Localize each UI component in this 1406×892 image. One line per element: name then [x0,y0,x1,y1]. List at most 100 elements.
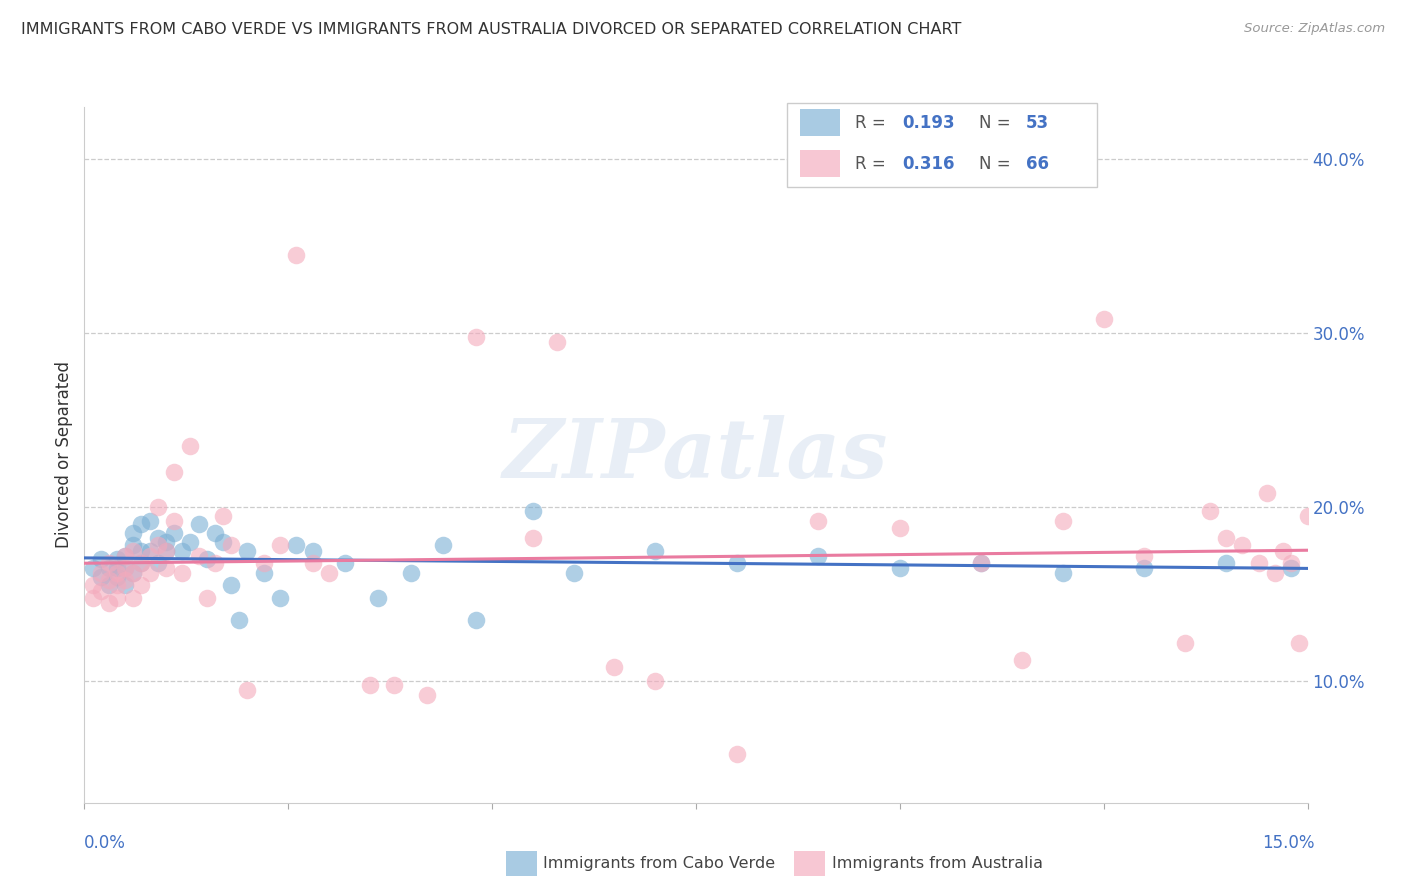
Point [146,500,169,514]
Bar [800,110,839,136]
Point [179,534,201,549]
Point [122,566,145,581]
Point [155,561,177,575]
Text: 15.0%: 15.0% [1263,834,1315,852]
Y-axis label: Divorced or Separated: Divorced or Separated [55,361,73,549]
Point [131,556,153,570]
Point [1133,561,1156,575]
Point [335,556,357,570]
Point [114,561,136,575]
Point [889,521,911,535]
Point [172,566,194,581]
Point [522,503,544,517]
Point [970,556,993,570]
Point [146,538,169,552]
Point [122,591,145,605]
Point [146,532,169,546]
Point [114,561,136,575]
Point [1052,514,1074,528]
Text: Immigrants from Cabo Verde: Immigrants from Cabo Verde [543,856,775,871]
Point [359,677,381,691]
Text: 0.193: 0.193 [901,114,955,132]
Point [1232,538,1254,552]
Point [228,613,250,627]
Point [138,549,160,563]
Point [301,543,323,558]
Point [1133,549,1156,563]
Point [807,514,830,528]
Point [367,591,389,605]
Point [97,556,120,570]
Point [970,556,993,570]
Point [464,329,486,343]
Point [90,583,112,598]
Point [1092,312,1115,326]
Text: N =: N = [979,114,1017,132]
Point [1011,653,1033,667]
Point [122,566,145,581]
Text: 0.316: 0.316 [901,154,955,172]
Point [562,566,585,581]
Point [155,534,177,549]
Point [105,578,128,592]
Point [219,578,242,592]
Point [1264,566,1286,581]
Point [90,566,112,581]
Point [97,578,120,592]
Point [105,552,128,566]
Point [269,538,291,552]
Point [131,543,153,558]
Text: IMMIGRANTS FROM CABO VERDE VS IMMIGRANTS FROM AUSTRALIA DIVORCED OR SEPARATED CO: IMMIGRANTS FROM CABO VERDE VS IMMIGRANTS… [21,22,962,37]
Point [644,543,666,558]
Point [1288,636,1310,650]
Point [163,466,186,480]
Point [382,677,405,691]
Point [399,566,422,581]
Point [1272,543,1295,558]
Point [1215,556,1237,570]
Point [1247,556,1270,570]
Point [114,573,136,587]
Point [105,566,128,581]
Point [1174,636,1197,650]
Point [90,552,112,566]
Point [644,674,666,689]
Point [1296,508,1319,523]
Point [1279,556,1302,570]
Text: ZIPatlas: ZIPatlas [503,415,889,495]
Point [1256,486,1278,500]
Text: Immigrants from Australia: Immigrants from Australia [832,856,1043,871]
Point [82,561,104,575]
Point [122,538,145,552]
Text: 66: 66 [1025,154,1049,172]
Point [1198,503,1220,517]
Point [236,682,259,697]
Point [1279,561,1302,575]
Point [179,439,201,453]
Point [131,517,153,532]
Point [82,591,104,605]
Point [195,552,218,566]
Point [416,688,439,702]
Point [1052,566,1074,581]
Point [163,514,186,528]
Point [187,517,209,532]
Text: Source: ZipAtlas.com: Source: ZipAtlas.com [1244,22,1385,36]
Text: 53: 53 [1025,114,1049,132]
Point [522,532,544,546]
Point [155,543,177,558]
Point [172,543,194,558]
Point [253,556,276,570]
Point [725,747,748,761]
Point [725,556,748,570]
Point [807,549,830,563]
Point [603,660,626,674]
Point [889,561,911,575]
Point [114,549,136,563]
Point [464,613,486,627]
Point [122,526,145,541]
Point [131,556,153,570]
Point [301,556,323,570]
Point [253,566,276,581]
Point [269,591,291,605]
